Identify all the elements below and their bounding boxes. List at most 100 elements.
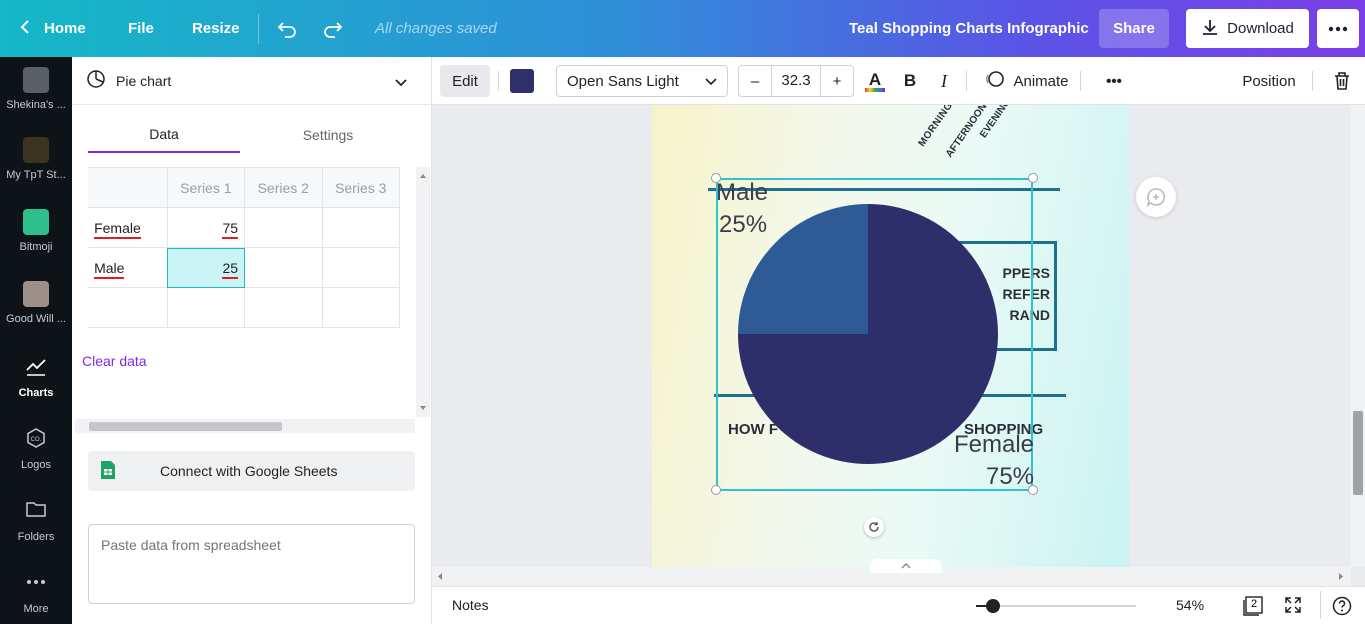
add-comment-icon[interactable] — [1136, 177, 1176, 217]
tab-data[interactable]: Data — [88, 117, 240, 153]
chart-type-selector[interactable]: Pie chart — [72, 57, 432, 105]
file-menu[interactable]: File — [128, 20, 154, 37]
show-pages-icon[interactable] — [870, 559, 942, 573]
design-canvas[interactable]: MORNING AFTERNOON EVENING PPERS REFER RA… — [432, 105, 1351, 567]
resize-handle[interactable] — [711, 485, 721, 495]
font-family-select[interactable]: Open Sans Light — [556, 65, 728, 97]
decrease-font-size-button[interactable]: – — [750, 72, 760, 90]
rotate-icon[interactable] — [864, 517, 884, 537]
grid-horizontal-scrollbar[interactable] — [75, 419, 415, 433]
bold-button[interactable]: B — [903, 71, 917, 90]
position-button[interactable]: Position — [1242, 72, 1296, 90]
resize-handle[interactable] — [711, 173, 721, 183]
divider — [1312, 71, 1313, 91]
undo-icon[interactable] — [276, 0, 298, 57]
label-cell[interactable]: Male — [88, 247, 168, 288]
zoom-fill — [976, 605, 994, 607]
redo-icon[interactable] — [322, 0, 344, 57]
animate-button[interactable]: Animate — [982, 65, 1072, 97]
tab-settings[interactable]: Settings — [302, 127, 354, 143]
rail-item-folders[interactable]: Folders — [0, 499, 72, 543]
font-size-input[interactable]: 32.3 — [771, 66, 821, 96]
color-swatch-fill — [510, 69, 534, 93]
heading-right-fragment: SHOPPING — [964, 421, 1044, 438]
download-label: Download — [1227, 20, 1294, 37]
value-cell-selected[interactable]: 25 — [166, 247, 246, 288]
more-dots-icon — [0, 571, 72, 597]
resize-button[interactable]: Resize — [192, 20, 240, 37]
more-tools-icon[interactable]: ••• — [1106, 72, 1122, 90]
row-value: 25 — [222, 259, 239, 279]
rail-item-more[interactable]: More — [0, 571, 72, 615]
empty-cell[interactable] — [88, 287, 168, 328]
home-button[interactable]: Home — [20, 0, 86, 57]
empty-cell[interactable] — [244, 207, 323, 248]
empty-cell[interactable] — [321, 287, 400, 328]
slice-label-female: Female 75% — [954, 429, 1034, 493]
rail-label: Charts — [18, 387, 54, 399]
paste-data-field[interactable] — [88, 524, 415, 604]
pie-slice-male[interactable] — [738, 204, 868, 334]
pie-chart[interactable] — [738, 204, 998, 464]
label-cell[interactable]: Female — [88, 207, 168, 248]
connect-google-sheets-button[interactable]: Connect with Google Sheets — [88, 451, 415, 491]
value-cell[interactable]: 75 — [166, 207, 246, 248]
scrollbar-thumb[interactable] — [89, 422, 282, 431]
scrollbar-thumb[interactable] — [1353, 411, 1363, 495]
divider — [1080, 71, 1081, 91]
chart-selection-box[interactable] — [716, 178, 1033, 491]
zoom-knob[interactable] — [986, 599, 1001, 613]
empty-cell[interactable] — [166, 287, 246, 328]
boxed-text: PPERS REFER RAND — [970, 263, 1050, 326]
rail-item-good-will[interactable]: Good Will ... — [0, 281, 72, 325]
zoom-slider[interactable] — [976, 599, 1136, 613]
divider — [498, 71, 499, 91]
download-button[interactable]: Download — [1186, 9, 1309, 48]
help-icon[interactable] — [1332, 596, 1352, 621]
empty-cell[interactable] — [244, 247, 323, 288]
share-button[interactable]: Share — [1099, 9, 1169, 48]
grid-vertical-scrollbar[interactable] — [416, 167, 430, 417]
italic-button[interactable]: I — [941, 70, 947, 91]
text-color-button[interactable]: A — [862, 65, 888, 97]
data-grid: Series 1 Series 2 Series 3 Female 75 Mal… — [88, 167, 416, 341]
logos-icon: CO. — [0, 427, 72, 453]
header-series-1[interactable]: Series 1 — [166, 167, 246, 208]
table-header-row: Series 1 Series 2 Series 3 — [88, 167, 400, 208]
rail-item-my-tpt[interactable]: My TpT St... — [0, 137, 72, 181]
slice-label-pct: 75% — [985, 463, 1035, 490]
header-series-3[interactable]: Series 3 — [321, 167, 400, 208]
svg-text:CO.: CO. — [31, 437, 42, 443]
empty-cell[interactable] — [321, 207, 400, 248]
rail-item-logos[interactable]: CO. Logos — [0, 427, 72, 471]
folder-icon — [0, 499, 72, 525]
rail-item-shekinas[interactable]: Shekina's ... — [0, 67, 72, 111]
design-page[interactable]: MORNING AFTERNOON EVENING PPERS REFER RA… — [652, 105, 1129, 567]
empty-cell[interactable] — [244, 287, 323, 328]
notes-button[interactable]: Notes — [452, 597, 489, 613]
page-count-icon[interactable]: 2 — [1242, 596, 1263, 616]
rail-item-charts[interactable]: Charts — [0, 355, 72, 399]
color-swatch[interactable] — [510, 65, 534, 97]
empty-cell[interactable] — [321, 247, 400, 288]
home-label: Home — [44, 20, 86, 37]
table-row: Female 75 — [88, 207, 400, 248]
fullscreen-icon[interactable] — [1284, 596, 1302, 619]
canvas-vertical-scrollbar[interactable] — [1351, 105, 1365, 567]
resize-handle[interactable] — [1028, 485, 1038, 495]
resize-handle[interactable] — [1028, 173, 1038, 183]
increase-font-size-button[interactable]: + — [832, 72, 842, 90]
canvas-horizontal-scrollbar[interactable] — [432, 559, 1351, 586]
more-options-icon[interactable] — [1317, 9, 1359, 48]
zoom-percent[interactable]: 54% — [1176, 597, 1205, 613]
edit-button[interactable]: Edit — [440, 65, 490, 97]
rail-item-bitmoji[interactable]: Bitmoji — [0, 209, 72, 253]
design-title[interactable]: Teal Shopping Charts Infographic — [849, 20, 1089, 37]
save-status: All changes saved — [375, 0, 497, 57]
chart-type-label: Pie chart — [116, 72, 172, 89]
clear-data-link[interactable]: Clear data — [82, 353, 147, 369]
divider-line — [708, 188, 1060, 191]
header-series-2[interactable]: Series 2 — [244, 167, 323, 208]
row-label: Male — [94, 259, 125, 279]
trash-icon[interactable] — [1328, 65, 1356, 97]
